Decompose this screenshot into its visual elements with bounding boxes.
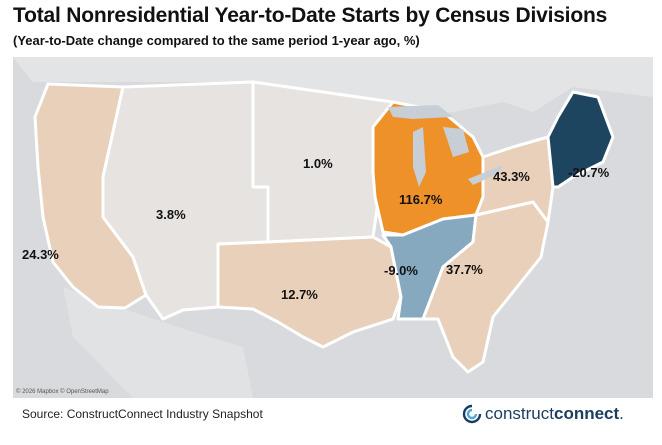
label-new-england: -20.7% (568, 165, 610, 180)
division-middle-atlantic[interactable] (474, 135, 555, 224)
lake-michigan (413, 127, 426, 187)
label-mountain: 3.8% (156, 207, 186, 222)
lake-erie (468, 165, 503, 185)
us-map: 24.3% 3.8% 1.0% 12.7% 116.7% -9.0% 37.7%… (13, 57, 653, 398)
canada-landmass (13, 57, 653, 117)
label-west-north-central: 1.0% (303, 156, 333, 171)
great-lakes (388, 105, 503, 187)
brand-name-regular: construct (485, 404, 554, 423)
division-shapes (33, 80, 615, 374)
map-credit: © 2026 Mapbox © OpenStreetMap (16, 389, 109, 395)
label-east-north-central: 116.7% (399, 192, 443, 207)
brand-name-bold: connect (553, 404, 620, 423)
map-svg (13, 57, 653, 398)
label-pacific: 24.3% (22, 247, 59, 262)
chart-subtitle: (Year-to-Date change compared to the sam… (13, 33, 420, 48)
label-east-south-central: -9.0% (384, 263, 418, 278)
brand-suffix: . (619, 404, 624, 423)
brand-name: constructconnect. (485, 404, 624, 424)
constructconnect-logo-icon (462, 404, 482, 424)
source-note: Source: ConstructConnect Industry Snapsh… (22, 407, 263, 421)
chart-title: Total Nonresidential Year-to-Date Starts… (13, 4, 608, 27)
label-south-atlantic: 37.7% (446, 262, 483, 277)
division-new-england[interactable] (546, 90, 615, 189)
label-west-south-central: 12.7% (281, 287, 318, 302)
brand-logo[interactable]: constructconnect. (462, 401, 624, 427)
division-south-atlantic[interactable] (421, 200, 550, 374)
lake-superior (388, 105, 453, 119)
label-middle-atlantic: 43.3% (493, 169, 530, 184)
mexico-landmass (63, 287, 253, 398)
lake-huron (443, 127, 469, 157)
